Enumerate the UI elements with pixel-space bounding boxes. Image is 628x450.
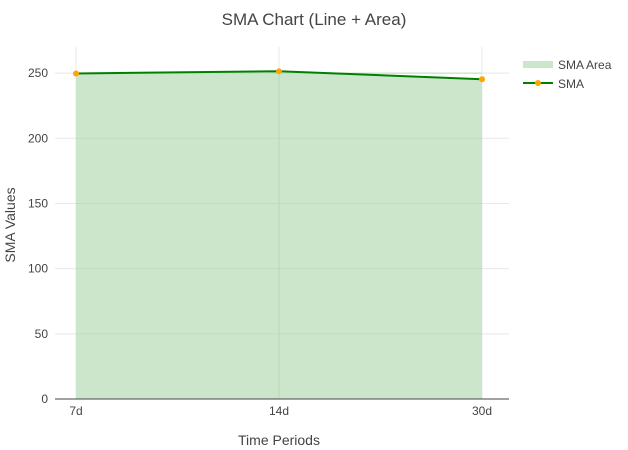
axes-layer: 0 50 100 150 200 250 7d 14d 30d — [28, 66, 509, 418]
legend-swatch-marker — [535, 80, 541, 86]
legend-label-line: SMA — [558, 77, 584, 91]
y-tick-label: 250 — [28, 66, 48, 80]
y-tick-label: 0 — [41, 392, 48, 406]
x-tick-label: 7d — [69, 404, 82, 418]
y-tick-label: 200 — [28, 131, 48, 145]
legend-swatch-area — [523, 61, 553, 68]
marker-layer — [73, 68, 485, 83]
legend: SMA Area SMA — [523, 58, 612, 91]
area-series-layer — [76, 71, 482, 399]
legend-label-area: SMA Area — [558, 58, 612, 72]
chart-title: SMA Chart (Line + Area) — [222, 10, 407, 29]
x-tick-label: 30d — [472, 404, 492, 418]
sma-point-7d[interactable] — [73, 70, 79, 77]
legend-item-line[interactable]: SMA — [523, 77, 584, 91]
x-axis-title: Time Periods — [238, 432, 320, 448]
legend-item-area[interactable]: SMA Area — [523, 58, 612, 72]
y-axis-title: SMA Values — [2, 187, 18, 262]
y-tick-label: 50 — [35, 327, 49, 341]
sma-point-30d[interactable] — [479, 76, 485, 83]
x-tick-label: 14d — [269, 404, 289, 418]
y-tick-label: 100 — [28, 262, 48, 276]
sma-point-14d[interactable] — [276, 68, 282, 75]
y-tick-label: 150 — [28, 196, 48, 210]
